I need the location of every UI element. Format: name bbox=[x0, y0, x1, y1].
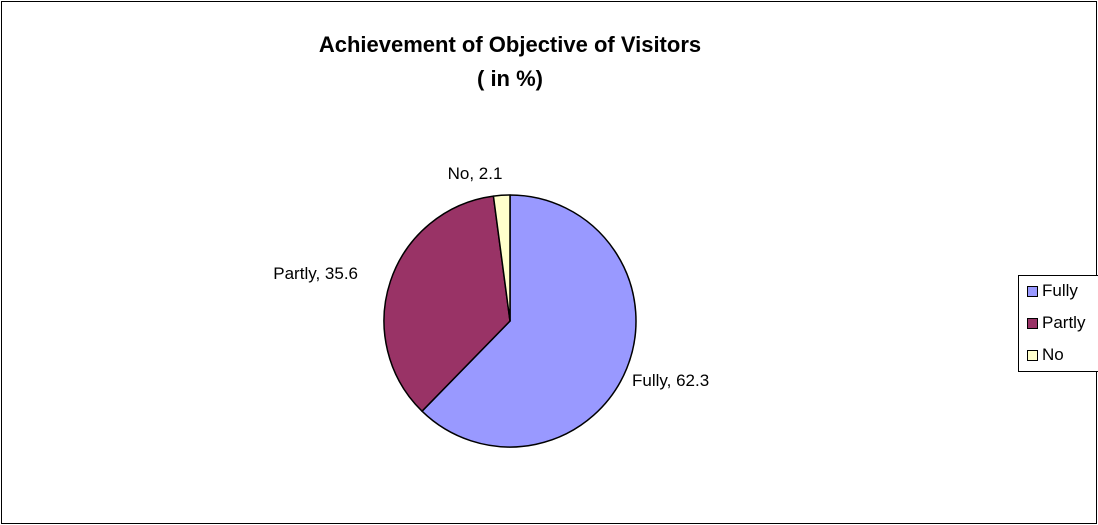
pie-slice-no bbox=[492, 194, 511, 322]
pie-slice-fully bbox=[421, 194, 637, 448]
legend-item-partly: Partly bbox=[1027, 312, 1085, 334]
legend-item-no: No bbox=[1027, 344, 1064, 366]
data-label-partly: Partly, 35.6 bbox=[273, 264, 358, 283]
pie-data-labels: Fully, 62.3 Partly, 35.6 No, 2.1 bbox=[273, 164, 709, 390]
legend-label-fully: Fully bbox=[1042, 281, 1078, 300]
pie-slices bbox=[383, 194, 637, 448]
legend-swatch-no bbox=[1027, 349, 1038, 361]
pie-slice-partly bbox=[383, 195, 511, 412]
legend: Fully Partly No bbox=[1018, 275, 1098, 372]
legend-label-partly: Partly bbox=[1042, 313, 1086, 332]
data-label-fully: Fully, 62.3 bbox=[632, 371, 709, 390]
chart-subtitle: ( in %) bbox=[477, 66, 543, 91]
legend-swatch-fully bbox=[1027, 285, 1038, 297]
chart-title: Achievement of Objective of Visitors bbox=[318, 32, 702, 57]
data-label-no: No, 2.1 bbox=[448, 164, 503, 183]
legend-label-no: No bbox=[1042, 345, 1064, 364]
legend-item-fully: Fully bbox=[1027, 280, 1078, 302]
legend-swatch-partly bbox=[1027, 317, 1038, 329]
